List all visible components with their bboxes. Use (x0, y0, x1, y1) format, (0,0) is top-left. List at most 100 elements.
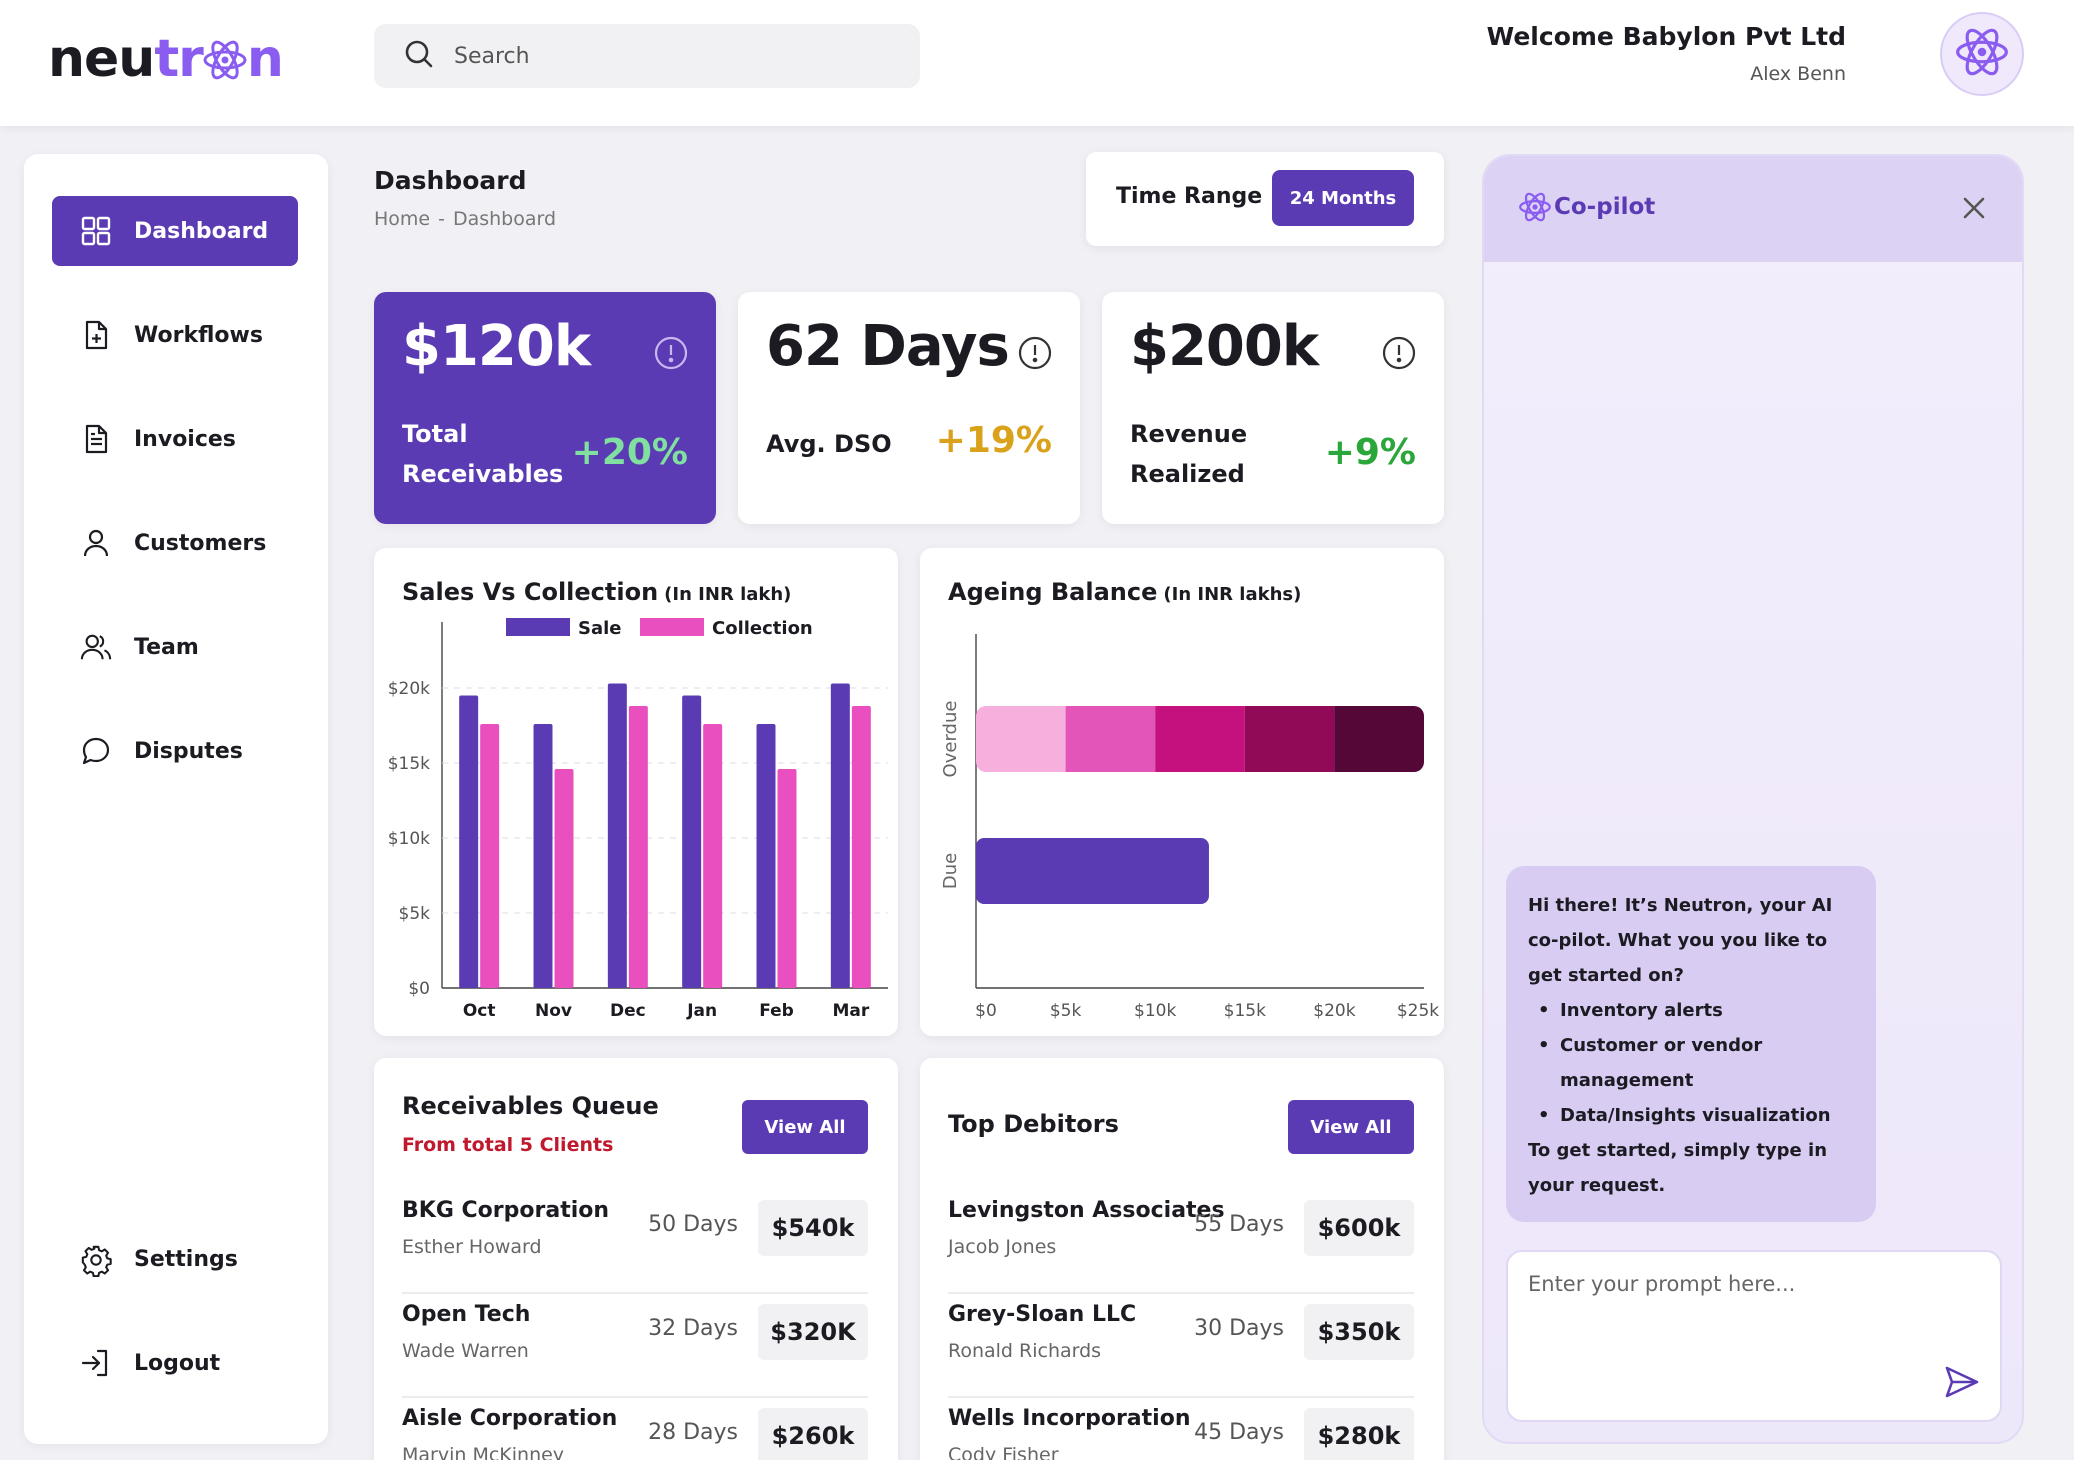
x-tick-label: Jan (686, 1001, 717, 1021)
welcome-company: Welcome Babylon Pvt Ltd (1486, 22, 1846, 51)
sidebar-item-settings[interactable]: Settings (52, 1224, 298, 1294)
breadcrumb-home[interactable]: Home (374, 208, 431, 230)
y-tick-label: $15k (388, 754, 430, 774)
time-range-button[interactable]: 24 Months (1272, 170, 1414, 226)
receivables-subtitle: From total 5 Clients (402, 1134, 614, 1156)
sidebar-item-label: Disputes (134, 738, 243, 764)
sidebar-item-team[interactable]: Team (52, 612, 298, 682)
sidebar-item-customers[interactable]: Customers (52, 508, 298, 578)
overdue-segment (976, 706, 1066, 772)
welcome-block: Welcome Babylon Pvt Ltd Alex Benn (1487, 22, 1846, 85)
x-tick-label: $15k (1224, 1001, 1266, 1021)
table-row[interactable]: Levingston Associates Jacob Jones 55 Day… (948, 1190, 1414, 1294)
prompt-input[interactable] (1528, 1272, 1968, 1362)
client-name: Aisle Corporation (402, 1406, 618, 1431)
search-box[interactable] (374, 24, 920, 88)
kpi-total-receivables: $120k Total Receivables +20% (374, 292, 716, 524)
client-name: Wells Incorporation (948, 1406, 1191, 1431)
avatar[interactable] (1940, 12, 2024, 96)
client-name: Open Tech (402, 1302, 531, 1327)
sidebar-item-invoices[interactable]: Invoices (52, 404, 298, 474)
kpi-revenue-realized: $200k Revenue Realized +9% (1102, 292, 1444, 524)
search-input[interactable] (454, 43, 894, 69)
x-tick-label: Feb (759, 1001, 794, 1021)
sidebar: Dashboard Workflows Invoices Customers T… (24, 154, 328, 1444)
client-name: Grey-Sloan LLC (948, 1302, 1137, 1327)
receivables-queue-card: Receivables Queue From total 5 Clients V… (374, 1058, 898, 1460)
bar-sale-feb (756, 724, 776, 988)
top-debitors-card: Top Debitors View All Levingston Associa… (920, 1058, 1444, 1460)
table-row[interactable]: BKG Corporation Esther Howard 50 Days $5… (402, 1190, 868, 1294)
kpi-label-line2: Realized (1130, 460, 1245, 488)
overdue-segment (1155, 706, 1245, 772)
y-tick-label: $5k (399, 904, 431, 924)
info-icon[interactable] (654, 336, 688, 370)
sidebar-item-disputes[interactable]: Disputes (52, 716, 298, 786)
table-row[interactable]: Aisle Corporation Marvin McKinney 28 Day… (402, 1398, 868, 1460)
days-outstanding: 30 Days (1194, 1316, 1284, 1341)
amount-badge: $540k (758, 1200, 868, 1256)
bar-sale-nov (533, 724, 553, 988)
chat-bubble-icon (80, 735, 112, 767)
bar-collection-feb (777, 769, 797, 988)
time-range-card: Time Range 24 Months (1086, 152, 1444, 246)
message-intro: Hi there! It’s Neutron, your AI co-pilot… (1528, 895, 1833, 986)
ageing-balance-card: Ageing Balance (In INR lakhs) $0 $5k $10k $1… (920, 548, 1444, 1036)
table-row[interactable]: Wells Incorporation Cody Fisher 45 Days … (948, 1398, 1414, 1460)
bar-sale-dec (607, 683, 627, 988)
breadcrumb: Home - Dashboard (374, 208, 564, 230)
message-list-item: Customer or vendor management (1538, 1028, 1854, 1098)
amount-badge: $350k (1304, 1304, 1414, 1360)
kpi-avg-dso: 62 Days Avg. DSO +19% (738, 292, 1080, 524)
x-tick-label: $10k (1134, 1001, 1176, 1021)
overdue-segment (1334, 706, 1424, 772)
x-tick-label: $20k (1313, 1001, 1355, 1021)
client-name: BKG Corporation (402, 1198, 610, 1223)
sidebar-item-label: Customers (134, 530, 267, 556)
info-icon[interactable] (1018, 336, 1052, 370)
message-list-item: Inventory alerts (1538, 993, 1854, 1028)
bar-collection-oct (480, 724, 500, 988)
copilot-header: Co-pilot (1484, 156, 2022, 262)
contact-person: Ronald Richards (948, 1340, 1102, 1362)
users-icon (80, 631, 112, 663)
overdue-bar (976, 706, 1424, 772)
chart-title: Sales Vs Collection (In INR lakh) (402, 578, 792, 606)
kpi-change: +9% (1324, 432, 1416, 473)
send-icon[interactable] (1942, 1362, 1982, 1402)
client-name: Levingston Associates (948, 1198, 1225, 1223)
kpi-label-line2: Receivables (402, 460, 564, 488)
overdue-segment (1065, 706, 1156, 772)
chart-title: Ageing Balance (In INR lakhs) (948, 578, 1302, 606)
kpi-label: Total (402, 420, 468, 448)
info-icon[interactable] (1382, 336, 1416, 370)
receivables-view-all-button[interactable]: View All (742, 1100, 868, 1154)
neutron-logo[interactable]: neu tr n (48, 29, 284, 89)
contact-person: Wade Warren (402, 1340, 529, 1362)
sidebar-item-logout[interactable]: Logout (52, 1328, 298, 1398)
due-bar (976, 838, 1209, 904)
kpi-value: 62 Days (766, 314, 1010, 379)
sidebar-item-label: Invoices (134, 426, 236, 452)
sidebar-item-dashboard[interactable]: Dashboard (52, 196, 298, 266)
days-outstanding: 45 Days (1194, 1420, 1284, 1445)
contact-person: Cody Fisher (948, 1444, 1059, 1460)
sidebar-item-workflows[interactable]: Workflows (52, 300, 298, 370)
close-icon[interactable] (1960, 194, 1988, 222)
logout-icon (80, 1347, 112, 1379)
breadcrumb-separator: - (438, 208, 445, 230)
days-outstanding: 28 Days (648, 1420, 738, 1445)
days-outstanding: 50 Days (648, 1212, 738, 1237)
debitors-view-all-button[interactable]: View All (1288, 1100, 1414, 1154)
x-tick-label: Nov (535, 1001, 572, 1021)
message-list-item: Data/Insights visualization (1538, 1098, 1854, 1133)
table-row[interactable]: Open Tech Wade Warren 32 Days $320K (402, 1294, 868, 1398)
sidebar-item-label: Workflows (134, 322, 263, 348)
table-row[interactable]: Grey-Sloan LLC Ronald Richards 30 Days $… (948, 1294, 1414, 1398)
bar-sale-mar (830, 683, 850, 988)
copilot-title: Co-pilot (1554, 194, 1656, 220)
x-tick-label: $5k (1050, 1001, 1082, 1021)
days-outstanding: 32 Days (648, 1316, 738, 1341)
search-icon (404, 39, 434, 73)
message-outro: To get started, simply type in your requ… (1528, 1140, 1828, 1196)
